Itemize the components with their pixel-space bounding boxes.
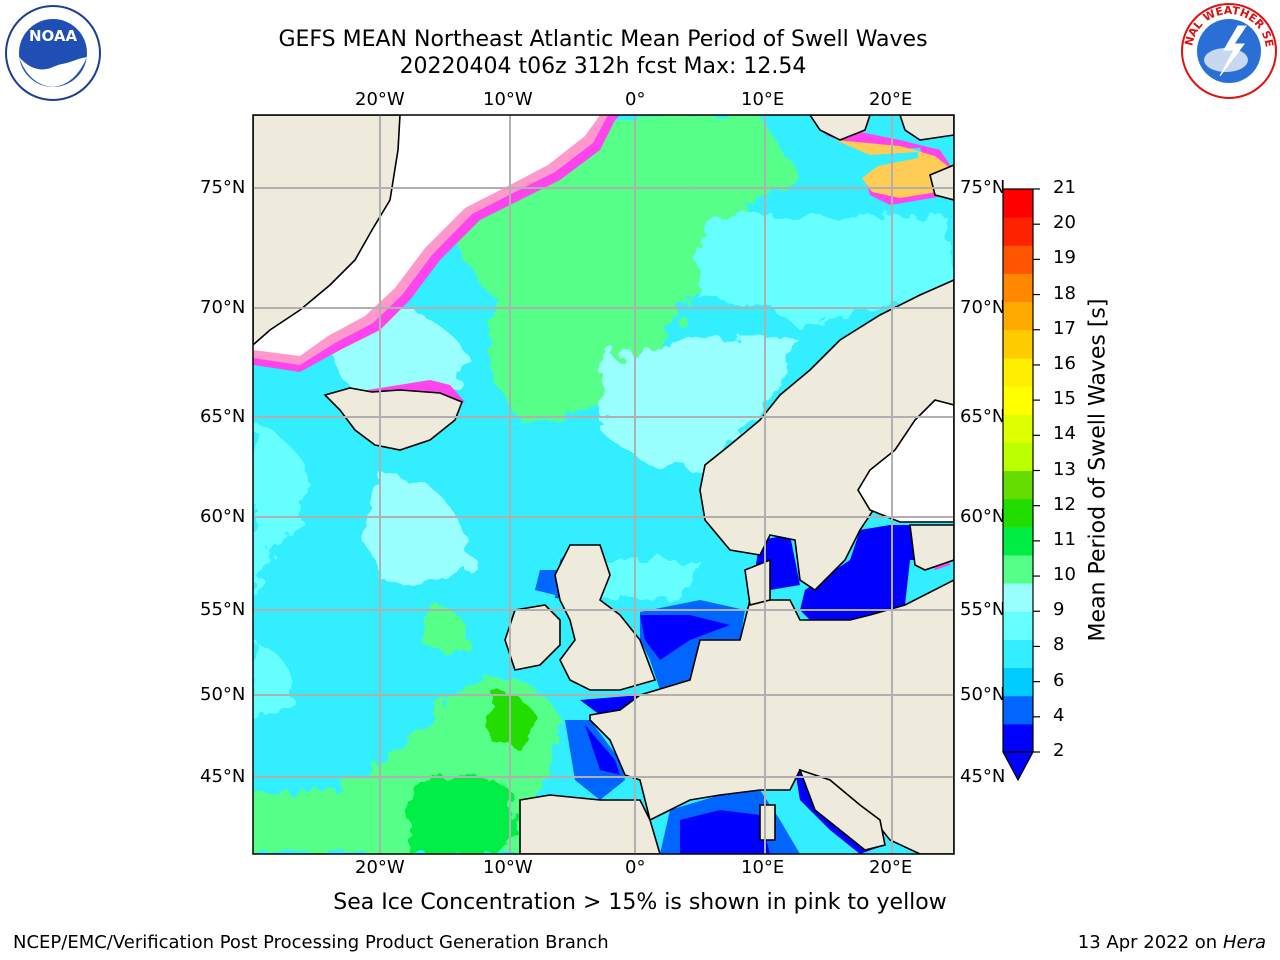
sea-ice-note-text: Sea Ice Concentration > 15% is shown in …: [333, 890, 947, 915]
lat-tick-left: 50°N: [200, 684, 246, 705]
footer-date-text: 13 Apr 2022 on: [1077, 932, 1223, 953]
lon-tick-bottom: 10°W: [483, 857, 533, 878]
colorbar-tick-label: 15: [1053, 388, 1076, 410]
colorbar-label: Mean Period of Swell Waves [s]: [1085, 298, 1111, 642]
finland-baltic: [909, 524, 954, 571]
chart-title: GEFS MEAN Northeast Atlantic Mean Period…: [278, 27, 928, 52]
lat-tick-right: 45°N: [960, 766, 1006, 787]
lat-tick-left: 65°N: [200, 406, 246, 427]
colorbar-tick-label: 14: [1053, 423, 1076, 445]
lat-tick-left: 45°N: [200, 766, 246, 787]
lon-tick-top: 0°: [625, 89, 646, 110]
noaa-logo-text: NOAA: [29, 27, 78, 45]
lon-tick-bottom: 0°: [625, 857, 646, 878]
sweden-inner-bay-finland: [857, 399, 954, 523]
colorbar-tick-label: 11: [1053, 528, 1076, 550]
lat-tick-right: 60°N: [960, 506, 1006, 527]
iberia: [519, 794, 661, 854]
graticule: [253, 115, 954, 854]
lat-tick-left: 55°N: [200, 599, 246, 620]
colorbar-tick-label: 4: [1053, 704, 1065, 726]
colorbar-tick-label: 16: [1053, 352, 1076, 374]
noaa-logo: NOAA: [5, 5, 101, 101]
lat-tick-left: 60°N: [200, 506, 246, 527]
lat-tick-right: 50°N: [960, 684, 1006, 705]
map-plot-area: [253, 115, 954, 854]
colorbar-tick-label: 17: [1053, 317, 1076, 339]
lon-tick-bottom: 20°E: [869, 857, 913, 878]
lat-tick-right: 70°N: [960, 297, 1006, 318]
footer-credit: NCEP/EMC/Verification Post Processing Pr…: [13, 932, 609, 953]
footer-host: Hera: [1222, 932, 1266, 953]
colorbar-tick-label: 10: [1053, 564, 1076, 586]
colorbar-tick-label: 9: [1053, 599, 1065, 621]
map-frame: [252, 114, 955, 855]
lat-tick-right: 75°N: [960, 177, 1006, 198]
svalbard-east: [899, 115, 954, 141]
colorbar-tick-label: 8: [1053, 634, 1065, 656]
colorbar-tick-label: 18: [1053, 282, 1076, 304]
colorbar-tick-label: 12: [1053, 493, 1076, 515]
sea-ice-note: Sea Ice Concentration > 15% is shown in …: [0, 890, 1280, 915]
iceland: [323, 387, 464, 451]
national-weather-service-logo: NATIONAL WEATHER SERVICE: [1180, 2, 1277, 99]
colorbar-tick-label: 20: [1053, 212, 1076, 234]
greenland: [253, 115, 401, 347]
colorbar-tick-label: 19: [1053, 247, 1076, 269]
lon-tick-top: 10°E: [741, 89, 785, 110]
colorbar-tick-label: 21: [1053, 177, 1076, 198]
lon-tick-top: 20°W: [355, 89, 405, 110]
corsica-sardinia: [759, 804, 776, 841]
colorbar-tick-label: 2: [1053, 740, 1065, 761]
lat-tick-left: 75°N: [200, 177, 246, 198]
lon-tick-top: 20°E: [869, 89, 913, 110]
ireland: [504, 604, 561, 671]
denmark: [744, 558, 771, 606]
lat-tick-right: 65°N: [960, 406, 1006, 427]
svalbard: [809, 115, 871, 141]
lat-tick-right: 55°N: [960, 599, 1006, 620]
lon-tick-bottom: 10°E: [741, 857, 785, 878]
lon-tick-top: 10°W: [483, 89, 533, 110]
colorbar-tick-label: 6: [1053, 669, 1065, 691]
colorbar-tick-label: 13: [1053, 458, 1076, 480]
land-masses: [253, 115, 954, 854]
footer-date: 13 Apr 2022 on Hera: [1078, 932, 1266, 953]
italy-boot: [798, 768, 886, 851]
lon-tick-bottom: 20°W: [355, 857, 405, 878]
chart-subtitle: 20220404 t06z 312h fcst Max: 12.54: [399, 54, 807, 79]
lat-tick-left: 70°N: [200, 297, 246, 318]
